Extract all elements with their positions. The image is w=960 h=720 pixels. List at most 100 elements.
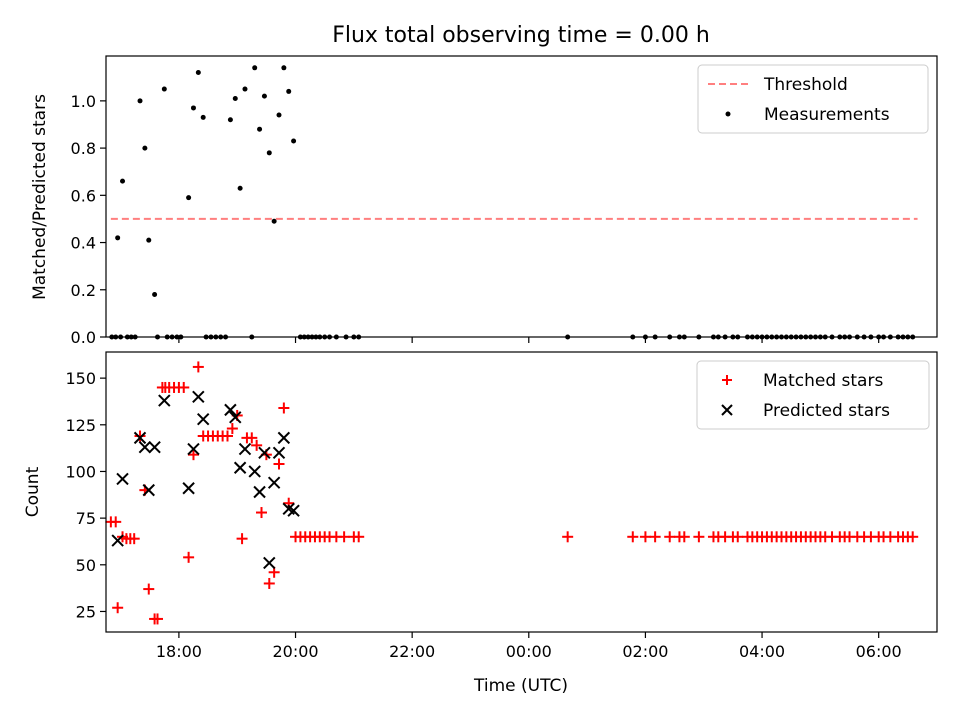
measurement-point <box>281 65 287 71</box>
matched-star-marker <box>273 458 285 470</box>
measurement-point <box>146 237 152 243</box>
predicted-star-marker <box>229 411 242 424</box>
measurement-point <box>286 88 292 94</box>
top-subplot: 0.0 0.2 0.4 0.6 0.8 1.0 Matched/Predicted sta… <box>30 55 938 347</box>
y-tick-label: 1.0 <box>71 92 96 111</box>
top-data-layer <box>109 65 918 340</box>
predicted-star-marker <box>138 440 152 454</box>
matched-star-marker <box>649 531 661 543</box>
matched-star-marker <box>187 449 199 461</box>
predicted-star-marker <box>133 431 147 445</box>
predicted-star-marker <box>187 442 200 456</box>
predicted-star-marker <box>158 394 171 407</box>
matched-star-marker <box>226 423 238 435</box>
measurement-point <box>252 65 258 71</box>
predicted-star-marker <box>287 504 300 517</box>
legend-box <box>697 64 929 134</box>
y-tick-label: 0.8 <box>71 139 96 158</box>
x-tick-label: 00:00 <box>506 642 552 661</box>
y-tick-label: 75 <box>76 509 96 528</box>
predicted-star-marker <box>148 440 161 454</box>
matched-star-marker <box>278 402 290 414</box>
x-tick-label: 04:00 <box>739 642 785 661</box>
y-tick-label: 50 <box>76 556 96 575</box>
y-tick-label: 0.4 <box>71 234 96 253</box>
bottom-y-axis: 25 50 75 100 125 150 <box>65 369 106 621</box>
top-x-axis-ticks <box>178 337 880 343</box>
measurement-point <box>152 291 158 297</box>
legend-matched-swatch <box>722 375 732 385</box>
predicted-star-marker <box>182 482 195 495</box>
matched-star-marker <box>112 602 124 614</box>
measurement-point <box>115 235 121 241</box>
matched-star-marker <box>693 531 705 543</box>
predicted-star-marker <box>267 476 281 489</box>
legend-box <box>696 360 930 430</box>
matched-star-marker <box>251 439 263 451</box>
measurement-point <box>291 138 297 144</box>
legend-label: Predicted stars <box>763 401 890 421</box>
y-tick-label: 0.6 <box>71 186 96 205</box>
matched-star-marker <box>143 583 155 595</box>
measurement-point <box>237 185 243 191</box>
measurement-point <box>161 86 167 92</box>
predicted-star-marker <box>196 412 210 426</box>
measurement-point <box>186 195 192 201</box>
matched-star-marker <box>192 361 204 373</box>
top-y-axis: 0.0 0.2 0.4 0.6 0.8 1.0 <box>71 92 106 347</box>
legend-measurements-swatch <box>725 111 731 117</box>
predicted-star-marker <box>224 403 237 417</box>
bottom-x-axis: 18:00 20:00 22:00 00:00 02:00 04:00 06:00 <box>156 632 902 661</box>
predicted-star-marker <box>263 556 276 570</box>
matched-star-marker <box>678 531 690 543</box>
predicted-star-marker <box>192 390 205 404</box>
matched-star-marker <box>128 533 140 545</box>
x-tick-label: 18:00 <box>156 642 202 661</box>
y-tick-label: 125 <box>65 416 96 435</box>
y-tick-label: 0.0 <box>71 328 96 347</box>
matched-star-marker <box>152 613 164 625</box>
measurement-point <box>266 150 272 156</box>
predicted-star-marker <box>277 431 291 445</box>
predicted-star-marker <box>238 442 252 456</box>
measurement-point <box>242 86 248 92</box>
matched-star-marker <box>353 531 365 543</box>
x-tick-label: 20:00 <box>272 642 318 661</box>
matched-star-marker <box>664 531 676 543</box>
bottom-plot-frame <box>105 351 938 633</box>
matched-star-marker <box>732 531 744 543</box>
measurement-point <box>276 112 282 118</box>
bottom-subplot: 25 50 75 100 125 150 18:00 20:00 22:00 00:00 02:0… <box>23 351 938 696</box>
figure-title: Flux total observing time = 0.00 h <box>332 23 710 48</box>
measurement-point <box>232 96 238 102</box>
bottom-data-layer <box>105 361 919 625</box>
x-tick-label: 22:00 <box>389 642 435 661</box>
matched-star-marker <box>221 430 233 442</box>
measurement-point <box>261 93 267 99</box>
legend-label: Measurements <box>764 105 890 125</box>
bottom-y-axis-label: Count <box>23 466 43 517</box>
legend-label: Threshold <box>763 75 848 95</box>
measurement-point <box>190 105 196 111</box>
y-tick-label: 150 <box>65 369 96 388</box>
predicted-star-marker <box>111 534 124 547</box>
x-tick-label: 06:00 <box>856 642 902 661</box>
bottom-legend: Matched stars Predicted stars <box>696 360 930 430</box>
predicted-star-marker <box>253 485 266 499</box>
measurement-point <box>227 117 233 123</box>
measurement-point <box>271 218 277 224</box>
measurement-point <box>137 98 143 104</box>
matched-star-marker <box>183 551 195 563</box>
top-y-axis-label: Matched/Predicted stars <box>30 94 50 300</box>
matched-star-marker <box>562 531 574 543</box>
y-tick-label: 100 <box>65 462 96 481</box>
predicted-star-marker <box>272 446 286 460</box>
matched-star-marker <box>639 531 651 543</box>
y-tick-label: 25 <box>76 602 96 621</box>
matched-star-marker <box>627 531 639 543</box>
matched-star-marker <box>134 430 146 442</box>
predicted-star-marker <box>142 483 155 497</box>
predicted-star-marker <box>233 461 247 474</box>
top-legend: Threshold Measurements <box>697 64 929 134</box>
